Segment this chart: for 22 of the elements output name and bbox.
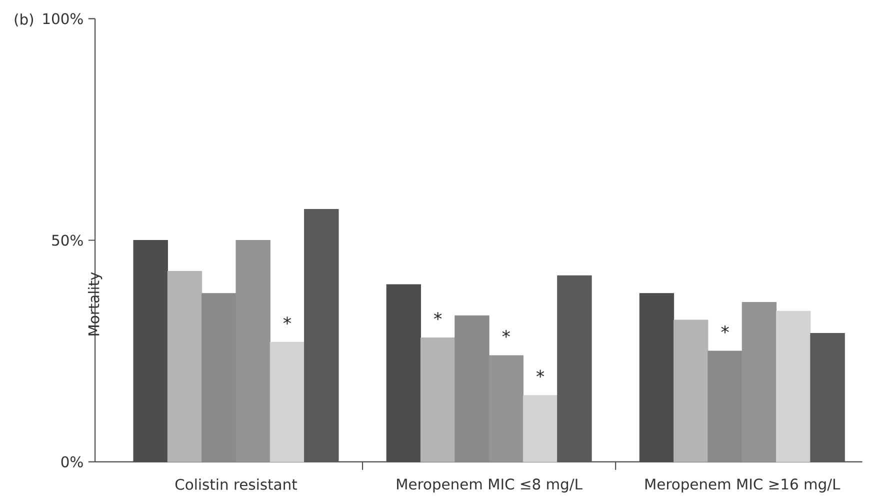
y-tick-label: 0%	[61, 456, 83, 468]
bar	[557, 276, 592, 462]
bar	[270, 342, 305, 462]
annotation: *	[536, 370, 544, 378]
x-tick-label: Meropenem MIC ≤8 mg/L	[397, 478, 582, 493]
bar	[420, 338, 456, 462]
chart-title: (b)	[14, 14, 34, 27]
bar	[810, 333, 845, 462]
bar	[776, 310, 811, 462]
bar	[674, 320, 708, 462]
y-tick-label: 100%	[43, 13, 83, 24]
bar	[167, 271, 202, 462]
annotation: *	[283, 316, 292, 325]
x-tick-label: Meropenem MIC ≥16 mg/L	[645, 478, 840, 493]
annotation: *	[502, 330, 510, 338]
bar	[304, 209, 339, 462]
annotation: *	[434, 312, 442, 320]
bar	[522, 395, 558, 462]
x-tick-label: Colistin resistant	[175, 478, 298, 490]
y-axis-title: Mortality	[88, 272, 102, 336]
annotation: *	[721, 326, 729, 334]
y-tick-label: 50%	[52, 234, 83, 246]
